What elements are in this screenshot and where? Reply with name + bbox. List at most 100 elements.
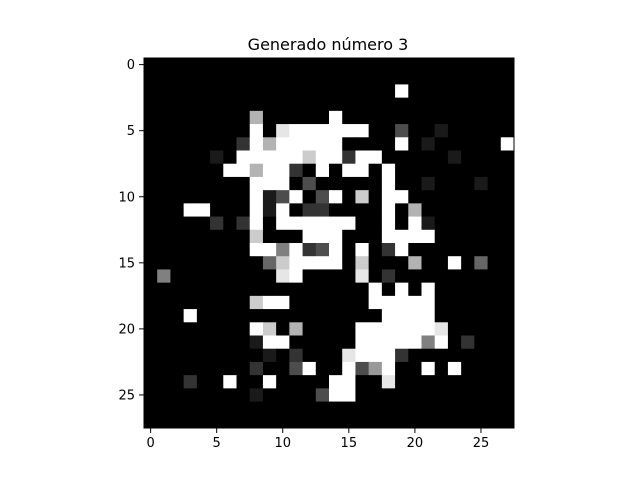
heatmap-cell [421, 414, 436, 429]
heatmap-cell [210, 229, 224, 244]
heatmap-cell [421, 361, 436, 376]
heatmap-cell [289, 295, 303, 310]
heatmap-cell [157, 110, 171, 125]
heatmap-cell [368, 137, 383, 151]
heatmap-cell [236, 322, 251, 336]
heatmap-cell [487, 190, 502, 204]
heatmap-cell [249, 97, 264, 112]
heatmap-cell [447, 388, 462, 402]
heatmap-cell [262, 124, 277, 138]
heatmap-cell [236, 309, 251, 323]
heatmap-cell [329, 295, 343, 310]
heatmap-cell [236, 137, 251, 151]
heatmap-cell [249, 150, 264, 165]
heatmap-cell [447, 110, 462, 125]
heatmap-cell [355, 163, 370, 178]
heatmap-cell [183, 163, 198, 178]
heatmap-cell [223, 137, 237, 151]
heatmap-cell [421, 190, 436, 204]
heatmap-cell [157, 203, 171, 217]
heatmap-cell [289, 309, 303, 323]
heatmap-cell [262, 110, 277, 125]
heatmap-cell [461, 401, 475, 416]
heatmap-cell [434, 216, 449, 231]
heatmap-cell [262, 190, 277, 204]
heatmap-cell [262, 176, 277, 191]
heatmap-cell [302, 150, 317, 165]
heatmap-cell [408, 216, 422, 231]
heatmap-cell [144, 71, 158, 85]
heatmap-cell [157, 414, 171, 429]
heatmap-cell [302, 216, 317, 231]
heatmap-cell [262, 361, 277, 376]
heatmap-cell [461, 229, 475, 244]
heatmap-cell [329, 58, 343, 72]
heatmap-cell [144, 203, 158, 217]
heatmap-cell [210, 348, 224, 363]
heatmap-cell [421, 309, 436, 323]
heatmap-cell [408, 190, 422, 204]
heatmap-cell [183, 203, 198, 217]
heatmap-cell [210, 269, 224, 284]
heatmap-cell [170, 282, 185, 297]
heatmap-cell [355, 203, 370, 217]
heatmap-cell [210, 256, 224, 270]
heatmap-cell [276, 282, 290, 297]
heatmap-cell [302, 190, 317, 204]
heatmap-cell [487, 97, 502, 112]
heatmap-cell [487, 243, 502, 257]
heatmap-cell [170, 203, 185, 217]
heatmap-cell [395, 176, 409, 191]
heatmap-cell [421, 348, 436, 363]
heatmap-cell [487, 176, 502, 191]
heatmap-cell [262, 84, 277, 99]
heatmap-cell [157, 97, 171, 112]
heatmap-cell [289, 229, 303, 244]
heatmap-cell [342, 375, 356, 389]
heatmap-cell [395, 137, 409, 151]
heatmap-cell [461, 163, 475, 178]
heatmap-cell [421, 322, 436, 336]
heatmap-cell [236, 256, 251, 270]
heatmap-cell [170, 256, 185, 270]
heatmap-cell [474, 309, 488, 323]
heatmap-cell [381, 110, 396, 125]
heatmap-cell [368, 256, 383, 270]
heatmap-cell [474, 401, 488, 416]
heatmap-cell [315, 401, 330, 416]
heatmap-cell [183, 309, 198, 323]
heatmap-cell [408, 243, 422, 257]
heatmap-cell [144, 256, 158, 270]
heatmap-cell [289, 414, 303, 429]
heatmap-cell [355, 309, 370, 323]
heatmap-cell [447, 269, 462, 284]
heatmap-cell [170, 243, 185, 257]
heatmap-cell [329, 375, 343, 389]
heatmap-cell [144, 243, 158, 257]
heatmap-cell [315, 58, 330, 72]
heatmap-cell [329, 388, 343, 402]
heatmap-cell [302, 243, 317, 257]
heatmap-cell [408, 322, 422, 336]
heatmap-cell [289, 84, 303, 99]
heatmap-cell [474, 137, 488, 151]
heatmap-cell [302, 269, 317, 284]
heatmap-cell [196, 216, 211, 231]
heatmap-cell [421, 110, 436, 125]
heatmap-cell [196, 269, 211, 284]
heatmap-cell [474, 229, 488, 244]
heatmap-cell [434, 97, 449, 112]
heatmap-cell [395, 110, 409, 125]
heatmap-cell [210, 335, 224, 350]
heatmap-cell [157, 243, 171, 257]
heatmap-cell [236, 84, 251, 99]
heatmap-cell [342, 348, 356, 363]
heatmap-cell [434, 229, 449, 244]
heatmap-cell [315, 348, 330, 363]
heatmap-cell [276, 388, 290, 402]
heatmap-cell [474, 124, 488, 138]
heatmap-cell [434, 256, 449, 270]
heatmap-cell [276, 124, 290, 138]
heatmap-cell [368, 322, 383, 336]
heatmap-cell [368, 150, 383, 165]
